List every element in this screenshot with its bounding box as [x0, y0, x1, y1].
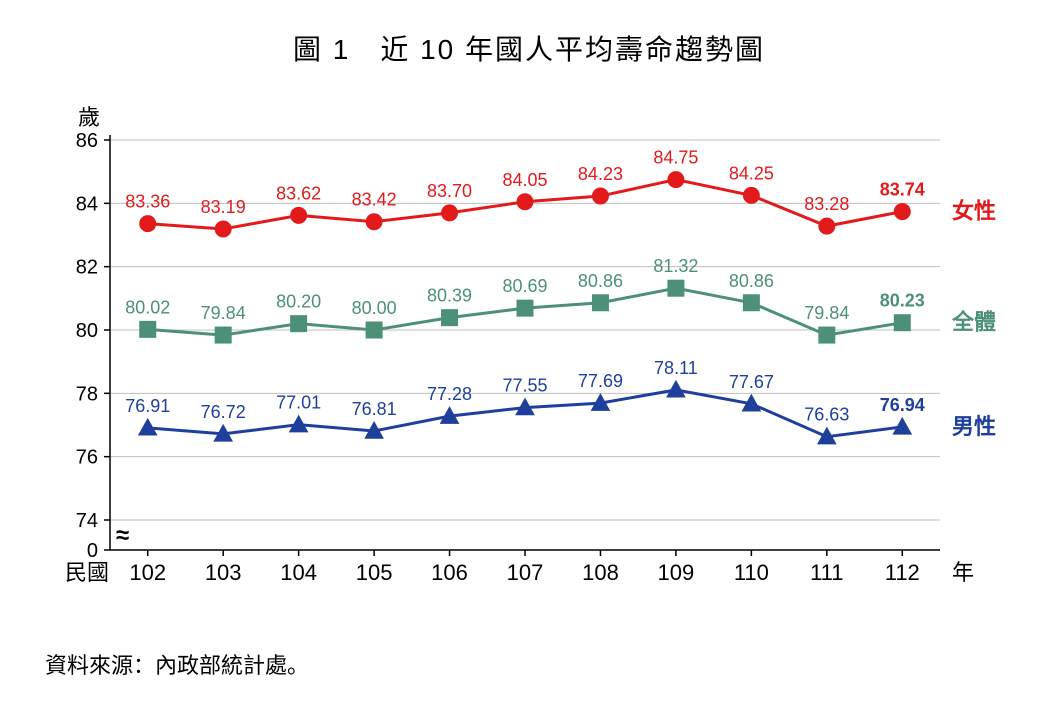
- source-note: 資料來源：內政部統計處。: [45, 648, 309, 680]
- chart-title: 圖 1 近 10 年國人平均壽命趨勢圖: [0, 0, 1058, 68]
- svg-text:103: 103: [205, 560, 242, 585]
- svg-text:79.84: 79.84: [201, 303, 246, 323]
- svg-text:105: 105: [356, 560, 393, 585]
- svg-text:108: 108: [582, 560, 619, 585]
- svg-text:77.55: 77.55: [502, 376, 547, 396]
- svg-text:77.28: 77.28: [427, 384, 472, 404]
- svg-text:106: 106: [431, 560, 468, 585]
- svg-text:80: 80: [76, 320, 98, 342]
- svg-text:107: 107: [507, 560, 544, 585]
- chart-area: 0 74 76 78 80 82 84 86 ≈ 歲 83.36 83.19 83.62 83.42 83.…: [50, 100, 1020, 620]
- svg-text:84: 84: [76, 193, 98, 215]
- svg-text:76.94: 76.94: [880, 395, 925, 415]
- svg-text:女性: 女性: [952, 199, 996, 224]
- svg-text:110: 110: [734, 560, 769, 585]
- svg-text:男性: 男性: [952, 414, 996, 439]
- svg-text:82: 82: [76, 257, 98, 279]
- svg-text:104: 104: [280, 560, 317, 585]
- svg-text:80.86: 80.86: [729, 271, 774, 291]
- svg-text:76: 76: [76, 447, 98, 469]
- svg-text:年: 年: [952, 560, 974, 585]
- svg-text:83.62: 83.62: [276, 183, 321, 203]
- svg-text:84.23: 84.23: [578, 164, 623, 184]
- svg-text:83.42: 83.42: [352, 190, 397, 210]
- svg-text:≈: ≈: [116, 522, 129, 549]
- svg-text:111: 111: [810, 560, 843, 585]
- svg-text:83.70: 83.70: [427, 181, 472, 201]
- svg-text:80.20: 80.20: [276, 292, 321, 312]
- svg-text:0: 0: [87, 540, 98, 562]
- svg-text:81.32: 81.32: [653, 256, 698, 276]
- svg-text:83.19: 83.19: [201, 197, 246, 217]
- svg-text:102: 102: [129, 560, 166, 585]
- svg-text:77.01: 77.01: [276, 393, 321, 413]
- svg-text:84.05: 84.05: [502, 170, 547, 190]
- svg-text:80.00: 80.00: [352, 298, 397, 318]
- svg-text:79.84: 79.84: [804, 303, 849, 323]
- svg-text:80.69: 80.69: [502, 276, 547, 296]
- svg-text:80.23: 80.23: [880, 291, 925, 311]
- svg-text:83.36: 83.36: [125, 192, 170, 212]
- chart-svg: 0 74 76 78 80 82 84 86 ≈ 歲 83.36 83.19 83.62 83.42 83.…: [50, 100, 1020, 620]
- svg-text:全體: 全體: [951, 310, 996, 335]
- svg-text:83.28: 83.28: [804, 194, 849, 214]
- svg-text:民國: 民國: [65, 560, 109, 585]
- svg-text:76.63: 76.63: [804, 405, 849, 425]
- svg-text:78: 78: [76, 383, 98, 405]
- svg-text:84.75: 84.75: [653, 148, 698, 168]
- svg-text:77.69: 77.69: [578, 371, 623, 391]
- svg-text:112: 112: [885, 560, 920, 585]
- svg-text:76.91: 76.91: [125, 396, 170, 416]
- svg-text:83.74: 83.74: [880, 180, 925, 200]
- svg-text:77.67: 77.67: [729, 372, 774, 392]
- svg-text:78.11: 78.11: [654, 358, 698, 378]
- svg-text:84.25: 84.25: [729, 163, 774, 183]
- svg-text:80.86: 80.86: [578, 271, 623, 291]
- svg-text:76.72: 76.72: [201, 402, 246, 422]
- svg-text:74: 74: [76, 510, 98, 532]
- svg-text:歲: 歲: [78, 105, 100, 130]
- svg-text:109: 109: [658, 560, 695, 585]
- svg-text:86: 86: [76, 130, 98, 152]
- svg-text:76.81: 76.81: [352, 399, 397, 419]
- svg-text:80.39: 80.39: [427, 286, 472, 306]
- svg-text:80.02: 80.02: [125, 297, 170, 317]
